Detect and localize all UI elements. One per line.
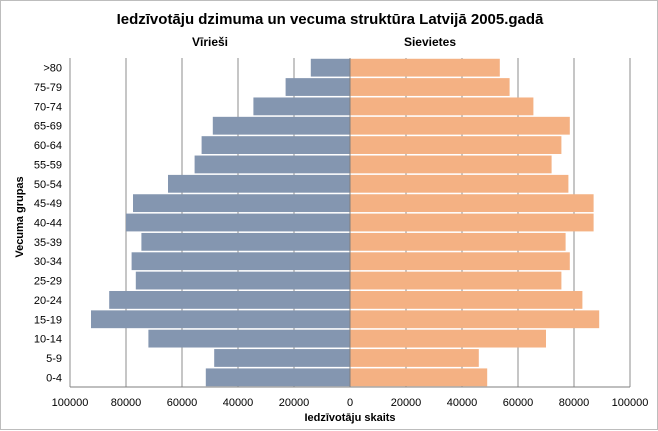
bar-men-65-69	[212, 116, 350, 135]
x-tick-label: 20000	[391, 397, 422, 409]
bar-women-5-9	[350, 349, 479, 367]
y-tick-label: 75-79	[34, 82, 62, 94]
bar-men-45-49	[133, 194, 350, 213]
bar-men-over-80	[310, 58, 350, 77]
bar-women-25-29	[350, 271, 562, 290]
bar-women-35-39	[350, 232, 566, 251]
bars	[91, 58, 600, 387]
x-tick-label: 20000	[279, 397, 310, 409]
x-tick-label: 100000	[612, 397, 649, 409]
series-label-men: Vīrieši	[192, 35, 228, 49]
y-tick-label: 35-39	[34, 237, 62, 249]
y-tick-label: 30-34	[34, 256, 62, 268]
bar-men-20-24	[109, 291, 350, 309]
y-tick-label: 20-24	[34, 295, 62, 307]
x-tick-label: 100000	[52, 397, 89, 409]
bar-women-20-24	[350, 291, 583, 309]
bar-men-30-34	[131, 252, 350, 271]
y-tick-label: 0-4	[46, 372, 62, 384]
x-tick-label: 80000	[111, 397, 142, 409]
bar-men-55-59	[194, 155, 350, 174]
y-tick-label: >80	[43, 63, 62, 75]
bar-men-10-14	[148, 329, 350, 348]
y-tick-label: 45-49	[34, 198, 62, 210]
x-tick-labels: 100000 80000 60000 40000 20000 0 20000 40000 600…	[52, 397, 649, 409]
bar-women-65-69	[350, 116, 570, 135]
bar-women-55-59	[350, 155, 552, 174]
bar-women-15-19	[350, 310, 600, 329]
bar-men-0-4	[205, 368, 350, 387]
bar-women-30-34	[350, 252, 570, 271]
bar-men-70-74	[253, 97, 350, 116]
bar-men-75-79	[285, 78, 350, 96]
y-tick-labels: 0-4 5-9 10-14 15-19 20-24 25-29 30-34 35-39 40-4…	[34, 63, 62, 385]
x-tick-label: 60000	[503, 397, 534, 409]
y-tick-label: 70-74	[34, 101, 62, 113]
bar-men-40-44	[126, 213, 350, 232]
y-tick-label: 10-14	[34, 334, 62, 346]
y-tick-label: 40-44	[34, 218, 62, 230]
bar-women-0-4	[350, 368, 488, 387]
bar-men-50-54	[168, 174, 350, 193]
y-tick-label: 15-19	[34, 314, 62, 326]
bar-women-60-64	[350, 136, 562, 154]
chart-title: Iedzīvotāju dzimuma un vecuma struktūra …	[117, 11, 544, 28]
bar-men-60-64	[201, 136, 350, 154]
y-tick-label: 60-64	[34, 140, 62, 152]
x-tick-label: 0	[347, 397, 353, 409]
x-tick-label: 40000	[447, 397, 478, 409]
y-tick-label: 25-29	[34, 276, 62, 288]
x-tick-label: 80000	[559, 397, 590, 409]
y-tick-label: 55-59	[34, 159, 62, 171]
y-axis-title: Vecuma grupas	[14, 176, 26, 257]
bar-men-25-29	[135, 271, 350, 290]
x-axis-title: Iedzīvotāju skaits	[304, 412, 395, 424]
bar-men-15-19	[91, 310, 350, 329]
bar-women-45-49	[350, 194, 594, 213]
y-tick-label: 65-69	[34, 121, 62, 133]
bar-women-10-14	[350, 329, 546, 348]
y-tick-label: 5-9	[46, 353, 62, 365]
bar-women-50-54	[350, 174, 569, 193]
bar-women-70-74	[350, 97, 534, 116]
bar-women-75-79	[350, 78, 510, 96]
bar-men-5-9	[214, 349, 350, 367]
x-tick-label: 60000	[167, 397, 198, 409]
bar-men-35-39	[141, 232, 350, 251]
bar-women-40-44	[350, 213, 594, 232]
x-tick-label: 40000	[223, 397, 254, 409]
bar-women-over-80	[350, 58, 500, 77]
series-label-women: Sievietes	[404, 35, 456, 49]
y-tick-label: 50-54	[34, 179, 62, 191]
